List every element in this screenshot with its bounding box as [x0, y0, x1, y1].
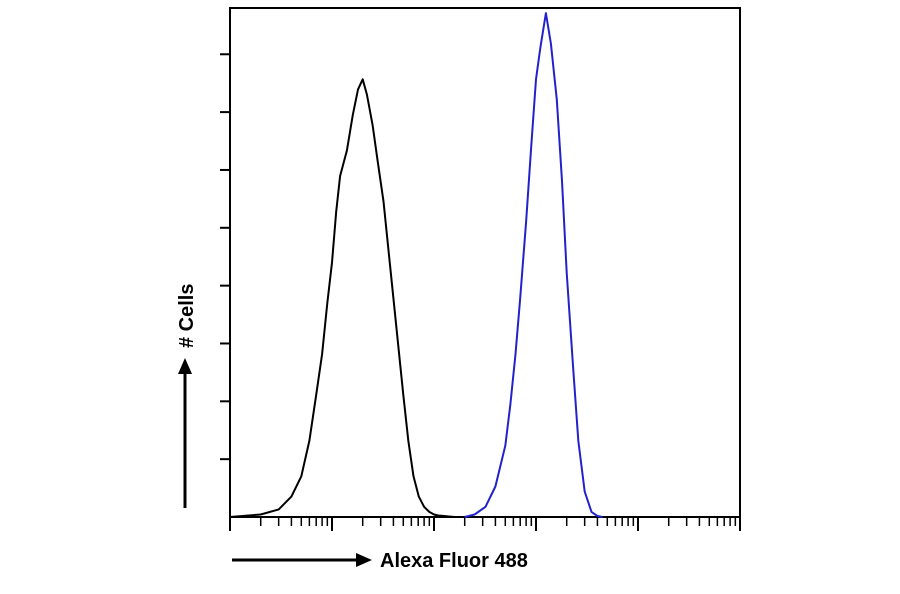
series-layer	[229, 12, 603, 518]
x-axis-label: Alexa Fluor 488	[380, 550, 528, 572]
series-2-histogram-line	[464, 12, 603, 518]
y-axis-label: # Cells	[176, 284, 198, 348]
x-axis-arrowhead	[356, 553, 372, 567]
series-1-histogram-line	[229, 78, 465, 518]
x-axis-ticks	[229, 517, 741, 531]
y-axis-ticks	[220, 53, 230, 461]
y-axis-arrowhead	[178, 358, 192, 374]
plot-frame	[229, 7, 741, 518]
